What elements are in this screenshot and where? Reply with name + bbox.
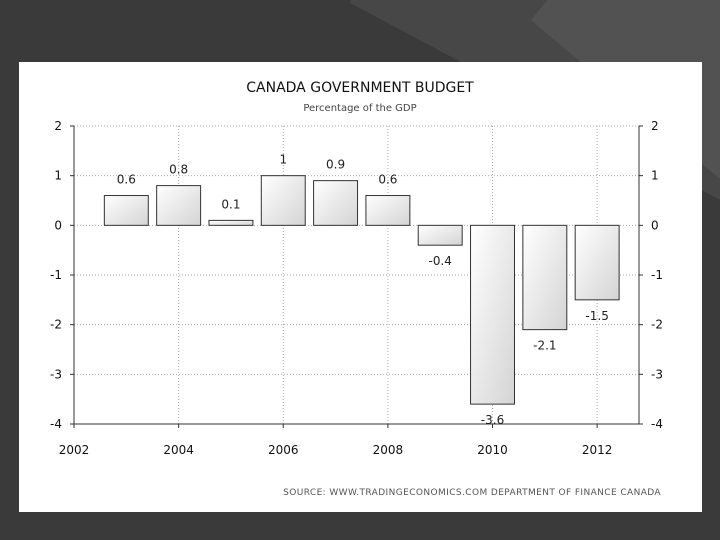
y-tick-label-right: 0	[651, 218, 659, 232]
y-tick-label: -1	[50, 268, 62, 282]
y-tick-label-right: -1	[651, 268, 663, 282]
y-tick-label-right: -2	[651, 318, 663, 332]
chart-panel: CANADA GOVERNMENT BUDGET Percentage of t…	[19, 62, 702, 512]
x-tick-label: 2008	[373, 443, 404, 457]
y-tick-label: -3	[50, 367, 62, 381]
x-tick-label: 2004	[163, 443, 194, 457]
bar	[260, 175, 306, 226]
bar	[103, 195, 149, 226]
bar-value-label: -1.5	[585, 309, 608, 323]
y-tick-label: -2	[50, 318, 62, 332]
y-tick-label-right: -4	[651, 417, 663, 431]
bar	[156, 185, 202, 226]
bar	[574, 224, 620, 301]
bar	[417, 224, 463, 246]
bar-value-label: 0.9	[326, 158, 345, 172]
chart-source: SOURCE: WWW.TRADINGECONOMICS.COM DEPARTM…	[283, 488, 661, 498]
bar-value-label: -3.6	[481, 413, 504, 427]
bar	[208, 219, 254, 226]
x-tick-label: 2012	[582, 443, 613, 457]
chart-subtitle: Percentage of the GDP	[303, 103, 416, 114]
bar	[313, 180, 359, 226]
y-tick-label: 0	[54, 218, 62, 232]
x-tick-label: 2010	[477, 443, 508, 457]
x-tick-label: 2002	[59, 443, 90, 457]
bar-chart: CANADA GOVERNMENT BUDGET Percentage of t…	[50, 80, 663, 498]
chart-title: CANADA GOVERNMENT BUDGET	[246, 80, 474, 96]
bar-value-label: -2.1	[533, 339, 556, 353]
y-tick-label: 2	[54, 119, 62, 133]
bar-value-label: -0.4	[428, 254, 451, 268]
bar-value-label: 0.6	[378, 173, 397, 187]
bar	[365, 195, 411, 226]
bar-value-label: 0.8	[169, 163, 188, 177]
bar-value-label: 1	[279, 153, 287, 167]
bar-value-label: 0.6	[117, 173, 136, 187]
y-tick-label-right: -3	[651, 367, 663, 381]
x-tick-label: 2006	[268, 443, 299, 457]
y-tick-label-right: 1	[651, 169, 659, 183]
y-tick-label: 1	[54, 169, 62, 183]
y-tick-label: -4	[50, 417, 62, 431]
bar-value-label: 0.1	[221, 197, 240, 211]
bar	[470, 224, 515, 405]
y-tick-label-right: 2	[651, 119, 659, 133]
bar	[522, 224, 568, 331]
